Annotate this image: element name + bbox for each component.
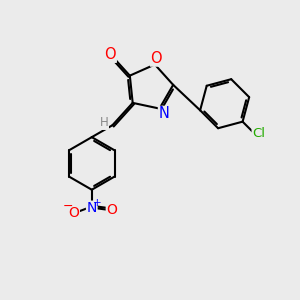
Text: O: O [68,206,79,220]
Text: Cl: Cl [252,127,265,140]
Text: +: + [93,198,101,208]
Text: O: O [105,47,116,62]
Text: N: N [158,106,169,122]
Text: H: H [100,116,108,129]
Text: O: O [106,203,117,217]
Text: −: − [63,200,73,213]
Text: O: O [151,51,162,66]
Text: N: N [87,201,97,215]
